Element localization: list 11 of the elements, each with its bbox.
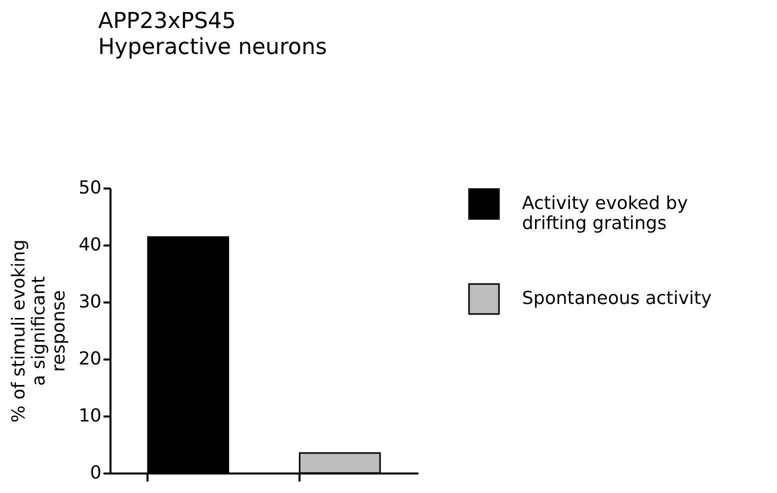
y-tick-label: 30 [78,292,102,312]
chart-subtitle: Hyperactive neurons [98,35,327,60]
y-tick-label: 10 [78,406,102,426]
y-tick-label: 40 [78,234,102,256]
legend-label: Activity evoked by drifting gratings [522,193,688,234]
legend-label: Spontaneous activity [522,288,712,309]
y-tick-label: 50 [78,178,102,198]
y-tick-label: 20 [78,348,102,370]
y-axis-title: % of stimuli evoking a significant response [8,240,70,422]
chart-title: APP23xPS45 [98,9,236,34]
y-tick-label: 0 [90,462,102,484]
